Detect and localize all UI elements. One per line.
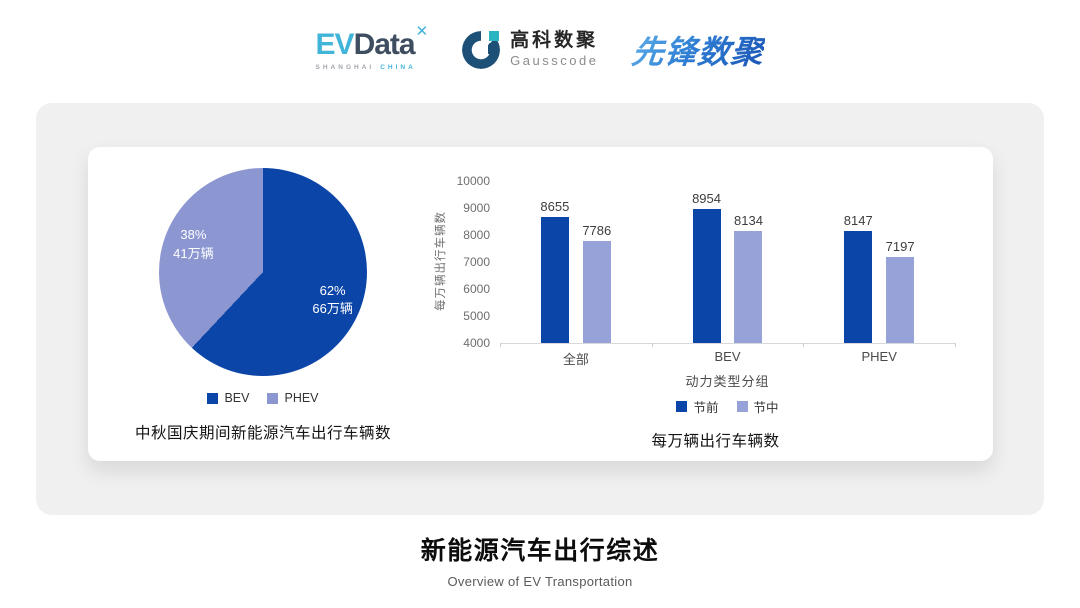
pie-chart-title: 中秋国庆期间新能源汽车出行车辆数 (134, 425, 391, 442)
charts-card: 62% 66万辆 38% 41万辆 BEV PHEV 中秋国庆期间新能源汽车出行车辆数 … (88, 147, 993, 461)
bar-chart-title: 每万辆出行车辆数 (651, 433, 780, 450)
x-axis-title: 动力类型分组 (685, 374, 770, 389)
pie-slice-percent: 62% (319, 282, 346, 298)
evdata-logo: EV Data ✕ SHANGHAI CHINA (315, 24, 429, 71)
bar-value-label: 7197 (885, 238, 915, 254)
bar-value-label: 8147 (843, 213, 873, 229)
bar-column: 8147 (844, 181, 873, 343)
evdata-tagline-china: CHINA (380, 63, 416, 71)
evdata-x-icon: ✕ (415, 22, 429, 40)
bar-section: 每万辆出行车辆数 4000 5000 6000 7000 8000 9000 10000 86… (435, 147, 993, 461)
gausscode-logo: 高科数聚 Gausscode (462, 31, 598, 69)
category-label: PHEV (861, 349, 897, 364)
bar (582, 240, 611, 343)
legend-swatch-icon (267, 392, 279, 404)
pie-slice-amount: 41万辆 (173, 245, 214, 261)
y-tick-label: 7000 (463, 255, 490, 269)
category-label: BEV (714, 349, 741, 364)
category-label: 全部 (562, 352, 589, 367)
axis-tick (803, 343, 805, 347)
g-blue-square (488, 45, 498, 54)
header-logos: EV Data ✕ SHANGHAI CHINA 高科数聚 Gausscode 先锋… (0, 16, 1080, 84)
bar (844, 231, 873, 343)
bar (886, 256, 915, 343)
bar-column: 8134 (734, 181, 763, 343)
gausscode-g-icon (462, 31, 501, 69)
pie-section: 62% 66万辆 38% 41万辆 BEV PHEV 中秋国庆期间新能源汽车出行车辆数 (88, 147, 438, 461)
legend-label: 节前 (693, 401, 719, 415)
pie-slice-percent: 38% (180, 227, 207, 243)
bar-group: 8954 8134 (652, 181, 804, 343)
pie-legend: BEV PHEV (207, 391, 319, 405)
axis-tick (500, 343, 501, 347)
y-axis-title: 每万辆出行车辆数 (435, 211, 447, 311)
bar-column: 8655 (540, 181, 569, 343)
legend-label: BEV (224, 391, 250, 405)
pie-slice-label: 62% 66万辆 (312, 281, 352, 317)
bar-legend: 节前 节中 (500, 397, 955, 416)
page-subtitle: Overview of EV Transportation (447, 574, 633, 589)
bar (734, 231, 763, 343)
evdata-ev-text: EV (315, 27, 355, 61)
legend-swatch-icon (736, 401, 748, 412)
evdata-tagline-shanghai: SHANGHAI (315, 63, 375, 71)
bar-group: 8655 7786 (500, 181, 652, 343)
bar-group: 8147 7197 (803, 181, 955, 343)
legend-label: PHEV (284, 391, 319, 405)
evdata-data-text: Data (353, 27, 416, 61)
page-footer: 新能源汽车出行综述 Overview of EV Transportation (0, 531, 1080, 589)
y-tick-label: 5000 (463, 309, 490, 323)
gausscode-cn-text: 高科数聚 (510, 30, 599, 52)
bar-column: 7197 (886, 181, 915, 343)
bar-column: 8954 (692, 181, 721, 343)
gausscode-en-text: Gausscode (510, 53, 599, 69)
y-tick-label: 10000 (456, 174, 490, 188)
pie-slice-label: 38% 41万辆 (173, 226, 213, 262)
bar-value-label: 7786 (582, 222, 612, 238)
evdata-tagline: SHANGHAI CHINA (316, 64, 416, 71)
bar-groups: 8655 7786 8954 8134 8147 7197 (500, 181, 955, 343)
legend-swatch-icon (676, 401, 688, 412)
y-tick-label: 9000 (463, 201, 490, 215)
bar-value-label: 8134 (734, 213, 763, 229)
pioneer-logo: 先锋数聚 (630, 27, 767, 73)
bar-value-label: 8655 (540, 199, 570, 215)
bar-column: 7786 (582, 181, 611, 343)
legend-item: BEV (207, 391, 249, 405)
y-tick-label: 6000 (463, 282, 490, 296)
y-tick-label: 4000 (463, 336, 490, 350)
axis-tick (651, 343, 653, 347)
pie-chart: 62% 66万辆 38% 41万辆 (159, 168, 367, 376)
axis-tick (955, 343, 956, 347)
g-teal-square (489, 31, 500, 41)
legend-item: 节中 (736, 397, 779, 416)
bar (692, 209, 721, 343)
pie-slice-amount: 66万辆 (312, 300, 353, 316)
bar-categories: 全部 BEV PHEV (500, 349, 955, 368)
bar (540, 217, 569, 343)
gray-panel: 62% 66万辆 38% 41万辆 BEV PHEV 中秋国庆期间新能源汽车出行车辆数 … (36, 103, 1044, 515)
bar-value-label: 8954 (692, 191, 721, 207)
y-tick-label: 8000 (463, 228, 490, 242)
evdata-wordmark: EV Data ✕ (315, 24, 429, 61)
gausscode-wordmark: 高科数聚 Gausscode (510, 30, 599, 69)
page-title: 新能源汽车出行综述 (420, 537, 660, 565)
legend-swatch-icon (207, 392, 219, 404)
legend-item: 节前 (676, 397, 719, 416)
legend-item: PHEV (267, 391, 319, 405)
legend-label: 节中 (753, 401, 779, 415)
bar-plot: 每万辆出行车辆数 4000 5000 6000 7000 8000 9000 10000 86… (435, 174, 956, 350)
